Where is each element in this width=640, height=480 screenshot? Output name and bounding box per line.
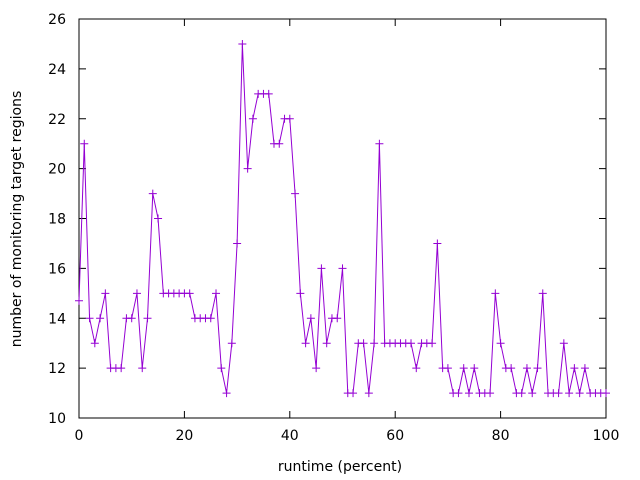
data-point bbox=[154, 214, 163, 223]
data-point bbox=[243, 164, 252, 173]
data-point bbox=[227, 339, 236, 348]
data-point bbox=[90, 339, 99, 348]
data-point bbox=[217, 364, 226, 373]
data-point bbox=[301, 339, 310, 348]
data-point bbox=[148, 189, 157, 198]
data-point bbox=[80, 139, 89, 148]
series-layer bbox=[75, 39, 610, 398]
data-point bbox=[322, 339, 331, 348]
data-point bbox=[117, 364, 126, 373]
data-point bbox=[312, 364, 321, 373]
y-tick-label: 22 bbox=[48, 112, 66, 128]
data-point bbox=[533, 364, 542, 373]
data-point bbox=[96, 314, 105, 323]
x-tick-label: 20 bbox=[175, 428, 193, 444]
data-point bbox=[491, 289, 500, 298]
data-point bbox=[565, 389, 574, 398]
data-point bbox=[602, 389, 610, 398]
data-point bbox=[538, 289, 547, 298]
y-tick-label: 14 bbox=[48, 311, 66, 327]
data-point bbox=[101, 289, 110, 298]
y-tick-label: 26 bbox=[48, 12, 66, 28]
y-tick-label: 18 bbox=[48, 212, 66, 228]
data-point bbox=[333, 314, 342, 323]
data-point bbox=[359, 339, 368, 348]
data-point bbox=[85, 314, 94, 323]
data-point bbox=[459, 364, 468, 373]
data-point bbox=[486, 389, 495, 398]
x-tick-label: 100 bbox=[593, 428, 620, 444]
data-point bbox=[443, 364, 452, 373]
data-point bbox=[275, 139, 284, 148]
x-axis-title: runtime (percent) bbox=[278, 459, 402, 475]
data-point bbox=[206, 314, 215, 323]
data-point bbox=[575, 389, 584, 398]
data-point bbox=[264, 89, 273, 98]
data-point bbox=[238, 39, 247, 48]
data-point bbox=[349, 389, 358, 398]
data-point bbox=[470, 364, 479, 373]
x-tick-label: 60 bbox=[386, 428, 404, 444]
y-axis-title: number of monitoring target regions bbox=[9, 91, 25, 348]
data-point bbox=[317, 264, 326, 273]
y-tick-label: 16 bbox=[48, 261, 66, 277]
data-point bbox=[364, 389, 373, 398]
x-tick-label: 80 bbox=[492, 428, 510, 444]
data-point bbox=[522, 364, 531, 373]
axis-ticks: 0 20 40 60 80 100 10 12 14 16 18 20 22 24 26 bbox=[48, 12, 619, 444]
data-point bbox=[338, 264, 347, 273]
data-point bbox=[375, 139, 384, 148]
data-point bbox=[412, 364, 421, 373]
data-point bbox=[580, 364, 589, 373]
x-tick-label: 0 bbox=[75, 428, 84, 444]
data-point bbox=[507, 364, 516, 373]
data-point bbox=[496, 339, 505, 348]
data-point bbox=[407, 339, 416, 348]
data-point bbox=[296, 289, 305, 298]
y-tick-label: 20 bbox=[48, 162, 66, 178]
data-point bbox=[433, 239, 442, 248]
data-point bbox=[75, 296, 83, 305]
data-point bbox=[138, 364, 147, 373]
data-point bbox=[517, 389, 526, 398]
data-point bbox=[248, 114, 257, 123]
y-tick-label: 12 bbox=[48, 361, 66, 377]
data-point bbox=[285, 114, 294, 123]
y-tick-label: 24 bbox=[48, 62, 66, 78]
data-point bbox=[370, 339, 379, 348]
data-point bbox=[559, 339, 568, 348]
data-point bbox=[454, 389, 463, 398]
data-point bbox=[291, 189, 300, 198]
y-tick-label: 10 bbox=[48, 411, 66, 427]
data-point bbox=[222, 389, 231, 398]
data-point bbox=[143, 314, 152, 323]
data-point bbox=[570, 364, 579, 373]
data-point bbox=[233, 239, 242, 248]
data-point bbox=[185, 289, 194, 298]
data-point bbox=[132, 289, 141, 298]
data-point bbox=[464, 389, 473, 398]
data-point bbox=[428, 339, 437, 348]
data-point bbox=[127, 314, 136, 323]
data-point bbox=[306, 314, 315, 323]
x-tick-label: 40 bbox=[281, 428, 299, 444]
data-point bbox=[554, 389, 563, 398]
data-point bbox=[212, 289, 221, 298]
data-point bbox=[528, 389, 537, 398]
